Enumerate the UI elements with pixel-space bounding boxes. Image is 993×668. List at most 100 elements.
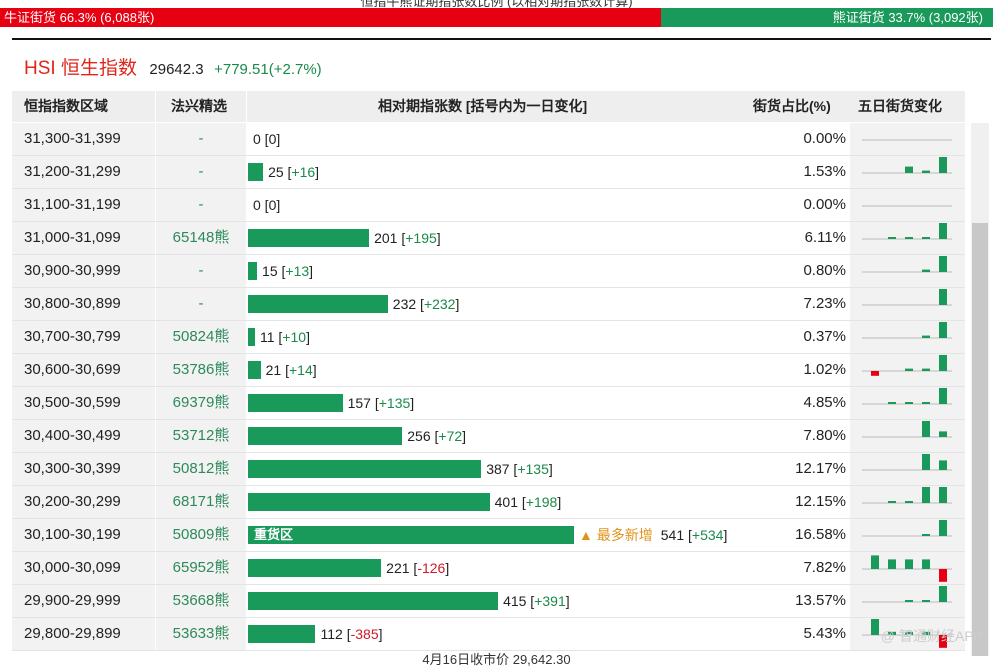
contracts-bar [248,361,261,379]
index-range: 30,100-30,199 [12,519,155,551]
index-range: 30,800-30,899 [12,288,155,320]
five-day-sparkline [850,123,965,155]
index-range: 31,100-31,199 [12,189,155,221]
table-row: 30,500-30,599 69379熊 157 [+135] 4.85% [12,387,965,420]
warrant-pick-link[interactable]: 53786熊 [156,354,246,386]
index-range: 29,900-29,999 [12,585,155,617]
warrant-pick-link[interactable]: 53712熊 [156,420,246,452]
warrant-pick-link[interactable]: 68171熊 [156,486,246,518]
contracts-bar [248,295,388,313]
daily-change: +14 [289,362,313,378]
contracts-cell: 25 [+16] [247,156,747,188]
sparkline-bar [922,170,930,173]
contracts-count: 157 [347,395,371,411]
contracts-value: ▲ 最多新增 541 [+534] [579,527,728,543]
row-divider [12,617,965,618]
index-range: 30,300-30,399 [12,453,155,485]
index-range: 30,600-30,699 [12,354,155,386]
warrant-pick-link[interactable]: 50824熊 [156,321,246,353]
sparkline-bar [905,600,913,602]
header-range: 恒指指数区域 [24,98,108,114]
contracts-cell: 0 [0] [247,123,747,155]
contracts-table-body: 31,300-31,399-0 [0] 0.00% 31,200-31,299-25… [12,123,965,656]
contracts-count: 256 [407,428,431,444]
row-divider [12,518,965,519]
sparkline-bar [888,237,896,239]
sparkline-svg [862,139,952,141]
index-range: 30,500-30,599 [12,387,155,419]
sparkline-bar [922,368,930,371]
watermark-text: 智通财经APP [898,628,983,644]
contracts-count: 112 [320,626,343,642]
row-divider [12,254,965,255]
contracts-bar [248,559,382,577]
sparkline-bar [905,166,913,173]
contracts-cell: 256 [+72] [247,420,747,452]
sparkline-bar [922,559,930,569]
contracts-value: 15 [+13] [262,263,314,279]
contracts-value: 157 [+135] [347,395,415,411]
five-day-sparkline [850,618,965,650]
daily-change: +198 [525,494,558,510]
contracts-bar [248,460,482,478]
warrant-pick-link: - [156,156,246,188]
index-range: 30,200-30,299 [12,486,155,518]
vertical-scrollbar[interactable] [971,123,989,656]
contracts-cell: 232 [+232] [247,288,747,320]
scrollbar-thumb[interactable] [972,223,988,656]
index-range: 29,800-29,899 [12,618,155,650]
table-row: 31,000-31,099 65148熊 201 [+195] 6.11% [12,222,965,255]
contracts-cell: 0 [0] [247,189,747,221]
contracts-cell: 415 [+391] [247,585,747,617]
warrant-pick-link[interactable]: 69379熊 [156,387,246,419]
table-row: 30,800-30,899- 232 [+232] 7.23% [12,288,965,321]
five-day-sparkline [850,321,965,353]
header-separator [246,91,247,122]
warrant-pick-link[interactable]: 65952熊 [156,552,246,584]
row-divider [12,419,965,420]
contracts-value: 201 [+195] [374,230,441,246]
chart-caption: 恒指牛熊证期指张数比例 (以相对期指张数计算) [360,0,633,9]
contracts-value: 221 [-126] [386,560,450,576]
sparkline-bar [939,256,947,272]
sparkline-bar [922,402,930,404]
warrant-pick-link[interactable]: 65148熊 [156,222,246,254]
share-percent: 7.23% [747,288,850,320]
share-percent: 0.00% [747,189,850,221]
five-day-sparkline [850,288,965,320]
table-row: 30,700-30,799 50824熊 11 [+10] 0.37% [12,321,965,354]
contracts-cell: 221 [-126] [247,552,747,584]
sparkline-svg [862,322,952,339]
sparkline-svg [862,289,952,306]
five-day-sparkline [850,387,965,419]
sparkline-svg [862,619,952,648]
contracts-bar [248,394,343,412]
daily-change: +72 [438,428,463,444]
warrant-pick-link[interactable]: 50812熊 [156,453,246,485]
share-percent: 0.37% [747,321,850,353]
row-divider [12,452,965,453]
heavy-zone-label: 重货区 [254,527,294,542]
five-day-sparkline [850,453,965,485]
daily-change: +391 [534,593,566,609]
contracts-bar [248,229,370,247]
sparkline-svg [862,555,952,582]
warrant-pick-link[interactable]: 53668熊 [156,585,246,617]
sparkline-bar [939,322,947,338]
bull-bear-ratio-bar: 牛证街货 66.3% (6,088张) 熊证街货 33.7% (3,092张) [0,8,993,27]
contracts-bar: 重货区 [248,526,574,544]
contracts-count: 415 [503,593,527,609]
sparkline-bar [922,269,930,272]
share-percent: 7.80% [747,420,850,452]
share-percent: 0.00% [747,123,850,155]
warrant-pick-link: - [156,123,246,155]
share-percent: 5.43% [747,618,850,650]
index-range: 30,400-30,499 [12,420,155,452]
warrant-pick-link[interactable]: 50809熊 [156,519,246,551]
daily-change: +534 [691,527,724,543]
warrant-pick-link[interactable]: 53633熊 [156,618,246,650]
contracts-cell: 15 [+13] [247,255,747,287]
sparkline-bar [922,534,930,536]
sparkline-bar [871,555,879,569]
table-row: 30,100-30,199 50809熊 重货区 ▲ 最多新增 541 [+534] 16… [12,519,965,552]
